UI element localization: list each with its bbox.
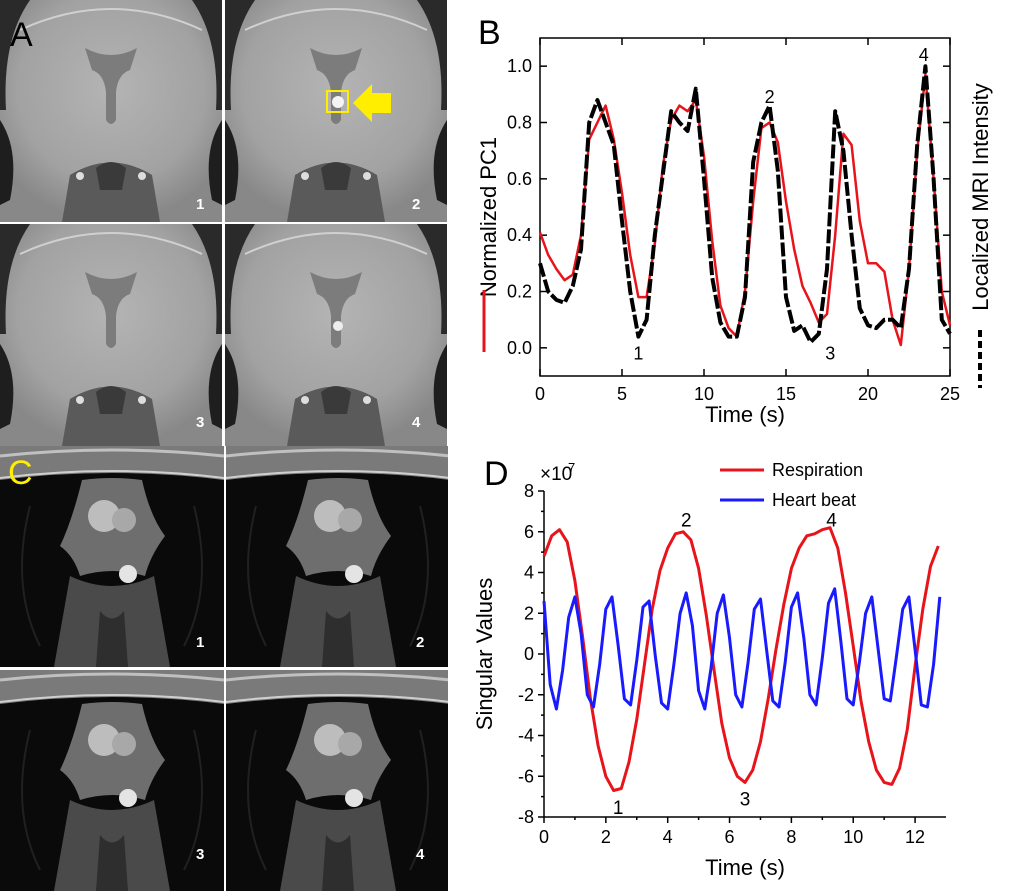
frame-label: 1 xyxy=(196,196,205,213)
x-tick-label: 10 xyxy=(843,827,863,847)
plot-frame xyxy=(539,37,951,377)
panel-d-letter: D xyxy=(484,455,509,493)
y-tick-label: 0.6 xyxy=(507,169,532,189)
y-tick-label: 8 xyxy=(524,481,534,501)
frame-label: 3 xyxy=(196,846,205,863)
frame-label: 4 xyxy=(416,846,425,863)
y-tick-label: 0.4 xyxy=(507,225,532,245)
x-tick-label: 8 xyxy=(786,827,796,847)
peak-annotation: 2 xyxy=(681,511,692,532)
y-tick-label: -6 xyxy=(518,766,534,786)
legend-label: Respiration xyxy=(772,460,863,480)
x-tick-label: 0 xyxy=(539,827,549,847)
brain-frame-3 xyxy=(0,223,223,446)
panel-b-letter: B xyxy=(478,14,501,52)
peak-annotation: 3 xyxy=(740,790,751,811)
panel-a-letter: A xyxy=(10,16,33,54)
y-tick-label: 0 xyxy=(524,644,534,664)
x-tick-label: 20 xyxy=(858,384,878,404)
frame-label: 1 xyxy=(196,634,205,651)
frame-label: 2 xyxy=(416,634,425,651)
chest-mri-frames xyxy=(0,446,448,893)
y-axis-label: Normalized PC1 xyxy=(476,137,501,297)
panel-c-letter: C xyxy=(8,454,33,492)
x-axis-label: Time (s) xyxy=(705,855,785,880)
peak-annotation: 1 xyxy=(633,343,643,363)
peak-annotation: 4 xyxy=(919,45,929,65)
x-tick-label: 6 xyxy=(725,827,735,847)
y-tick-label: 1.0 xyxy=(507,56,532,76)
x-tick-label: 25 xyxy=(940,384,960,404)
chest-frame-2 xyxy=(224,446,448,669)
x-axis-label: Time (s) xyxy=(705,402,785,427)
x-tick-label: 2 xyxy=(601,827,611,847)
frame-label: 2 xyxy=(412,196,421,213)
yellow-arrow-icon xyxy=(353,84,391,122)
brain-frame-1 xyxy=(0,0,223,223)
chest-frame-3 xyxy=(0,668,226,893)
chart-d: 0 2 4 6 8 10 12-8-6-4-202468×1071234Respiratio… xyxy=(472,460,946,880)
x-tick-label: 5 xyxy=(617,384,627,404)
peak-annotation: 3 xyxy=(825,343,835,363)
chest-frame-4 xyxy=(224,668,448,893)
panel-a-image-grid xyxy=(0,0,448,446)
y-exponent-power: 7 xyxy=(568,460,575,475)
peak-annotation: 1 xyxy=(613,798,624,819)
legend-label: Heart beat xyxy=(772,490,856,510)
y-tick-label: 4 xyxy=(524,563,534,583)
y2-axis-label: Localized MRI Intensity xyxy=(968,83,993,310)
heart-beat-line xyxy=(542,587,942,711)
chart-b: 0 5 10 15 20 25 0.0 0.2 0.4 0.6 0.8 1.0 1 2 3 4 Time (s)… xyxy=(476,37,993,427)
panel-c-image-grid xyxy=(0,446,448,893)
bright-spot xyxy=(332,96,344,108)
frame-label: 4 xyxy=(412,414,421,431)
bright-spot-frame-4 xyxy=(333,321,343,331)
respiration-line xyxy=(542,526,940,792)
peak-annotation: 4 xyxy=(826,511,837,532)
chest-frame-1 xyxy=(0,446,226,669)
brain-frame-4 xyxy=(224,223,448,446)
y-tick-label: -4 xyxy=(518,726,534,746)
y-tick-label: 2 xyxy=(524,603,534,623)
x-tick-label: 10 xyxy=(694,384,714,404)
x-tick-label: 15 xyxy=(776,384,796,404)
brain-mri-frames xyxy=(0,0,448,446)
y-tick-label: 0.2 xyxy=(507,282,532,302)
y-axis-label: Singular Values xyxy=(472,578,497,730)
y-tick-label: 0.8 xyxy=(507,113,532,133)
y-tick-label: 0.0 xyxy=(507,338,532,358)
y-tick-label: -2 xyxy=(518,685,534,705)
peak-annotation: 2 xyxy=(765,87,775,107)
y-tick-label: -8 xyxy=(518,807,534,827)
frame-label: 3 xyxy=(196,414,205,431)
y-exponent-label: ×10 xyxy=(540,464,572,485)
x-tick-label: 4 xyxy=(663,827,673,847)
mri-intensity-line xyxy=(538,64,952,345)
y-tick-label: 6 xyxy=(524,522,534,542)
x-tick-label: 0 xyxy=(535,384,545,404)
x-tick-label: 12 xyxy=(905,827,925,847)
roi-box xyxy=(326,90,349,113)
